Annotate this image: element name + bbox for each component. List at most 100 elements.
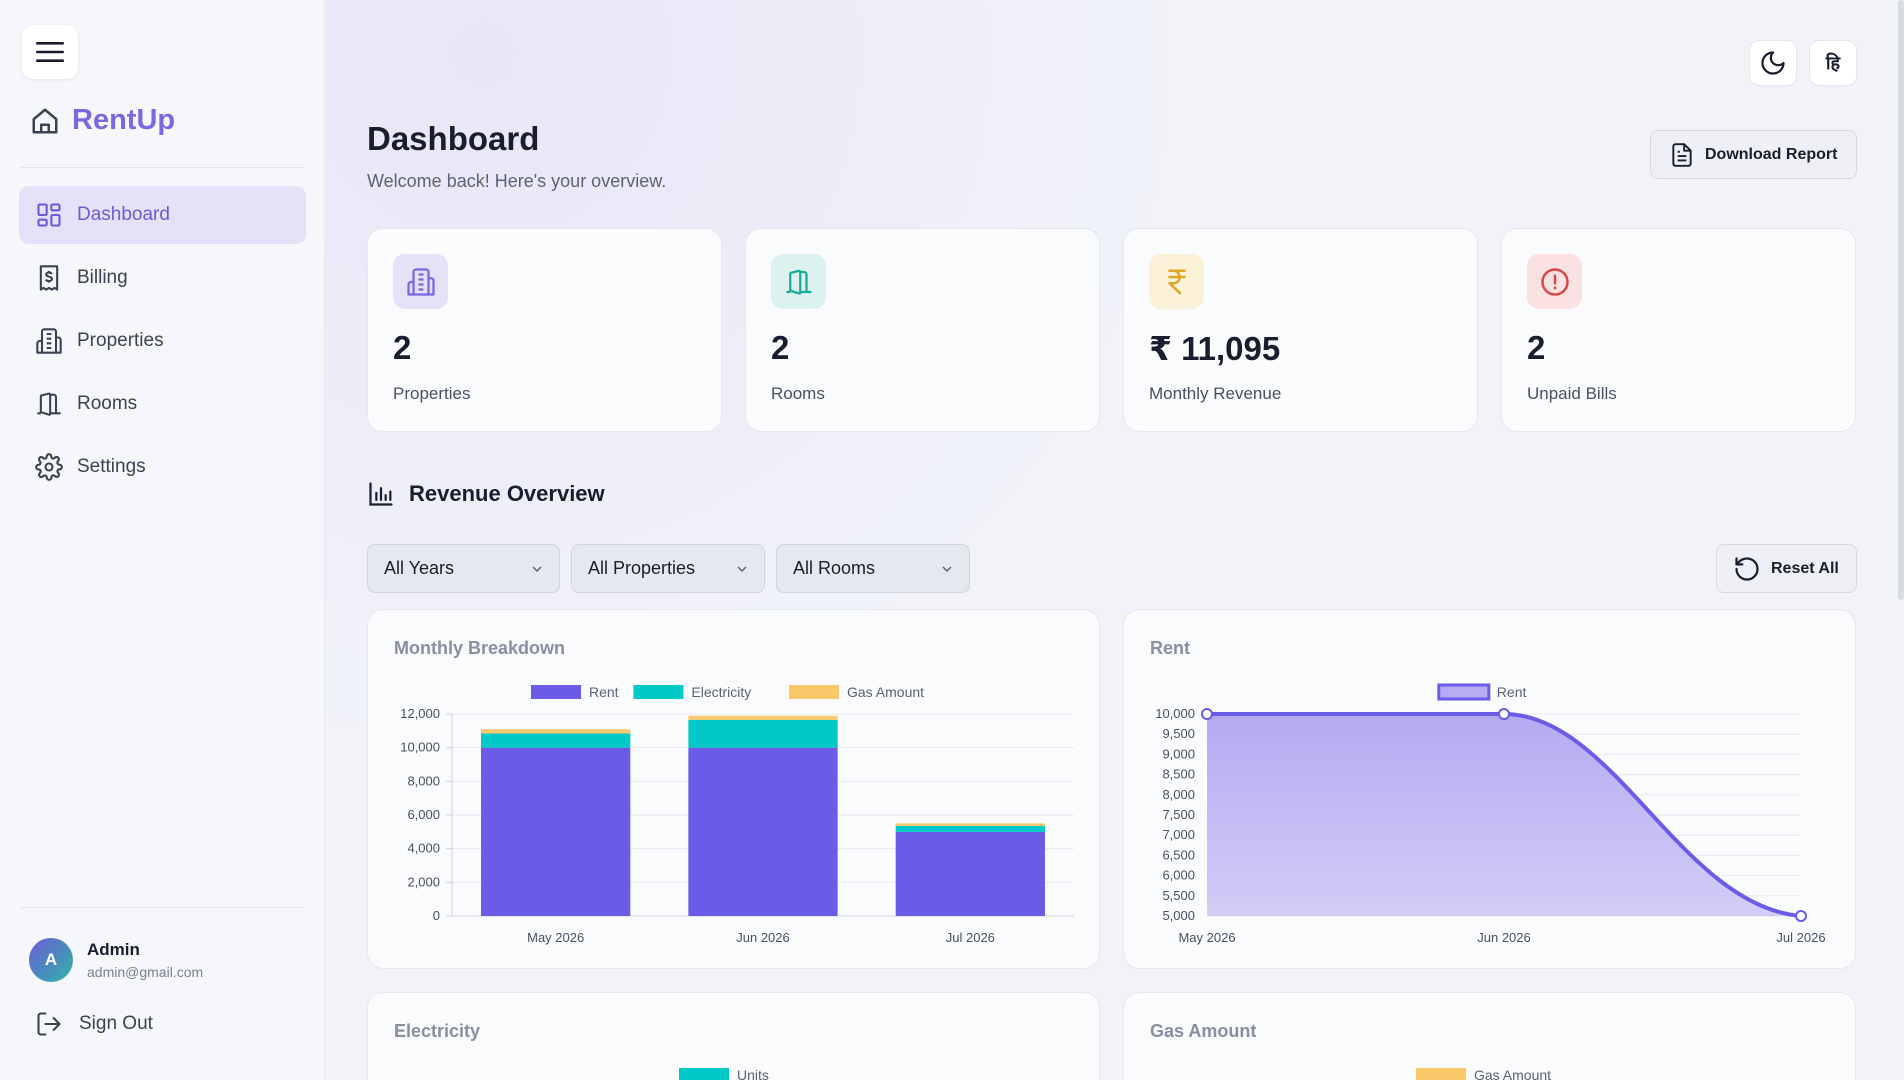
chevron-down-icon bbox=[942, 565, 952, 572]
chart-title: Rent bbox=[1150, 638, 1190, 658]
y-tick-label: 0 bbox=[433, 908, 440, 923]
stat-value: 2 bbox=[771, 329, 790, 366]
stat-label: Rooms bbox=[771, 384, 825, 403]
sidebar-item-label: Settings bbox=[77, 456, 146, 477]
sidebar-item-dashboard[interactable]: Dashboard bbox=[19, 186, 306, 244]
bar-rent bbox=[688, 747, 838, 916]
stat-card-unpaid: 2 Unpaid Bills bbox=[1501, 228, 1856, 432]
brand-name: RentUp bbox=[72, 104, 176, 136]
sidebar-item-label: Billing bbox=[77, 267, 128, 288]
sign-out-label: Sign Out bbox=[79, 1013, 153, 1034]
sidebar-item-properties[interactable]: Properties bbox=[19, 312, 306, 370]
rupee-icon bbox=[1167, 269, 1186, 294]
legend-swatch bbox=[1437, 683, 1491, 701]
legend-swatch bbox=[679, 1068, 729, 1080]
reset-all-button[interactable]: Reset All bbox=[1716, 544, 1857, 593]
sidebar-item-settings[interactable]: Settings bbox=[19, 438, 306, 496]
reset-icon bbox=[1735, 556, 1759, 581]
x-tick-label: May 2026 bbox=[527, 930, 584, 945]
bar-gas-amount bbox=[688, 715, 838, 720]
y-tick-label: 6,000 bbox=[1162, 868, 1195, 883]
rent-area bbox=[1207, 714, 1801, 916]
y-tick-label: 6,000 bbox=[407, 807, 440, 822]
language-label: हि bbox=[1825, 53, 1841, 73]
rent-point bbox=[1201, 708, 1213, 720]
y-tick-label: 6,500 bbox=[1162, 847, 1195, 862]
gas-chart-card: Gas Amount Gas Amount bbox=[1123, 992, 1856, 1080]
moon-icon bbox=[1761, 51, 1785, 75]
select-value: All Rooms bbox=[793, 558, 876, 578]
revenue-overview-title: Revenue Overview bbox=[367, 480, 605, 508]
stat-icon-bg bbox=[393, 254, 448, 309]
download-report-button[interactable]: Download Report bbox=[1650, 130, 1857, 179]
y-tick-label: 5,000 bbox=[1162, 908, 1195, 923]
language-toggle-button[interactable]: हि bbox=[1809, 40, 1857, 86]
sign-out-button[interactable]: Sign Out bbox=[35, 1010, 153, 1038]
section-title-label: Revenue Overview bbox=[409, 481, 605, 506]
file-text-icon bbox=[1672, 142, 1692, 167]
rent-point bbox=[1498, 708, 1510, 720]
legend-label: Units bbox=[737, 1067, 769, 1080]
stat-value: 2 bbox=[1527, 329, 1546, 366]
chart-title: Electricity bbox=[394, 1021, 481, 1041]
page-scrollbar[interactable] bbox=[1898, 0, 1904, 1080]
y-tick-label: 10,000 bbox=[400, 740, 440, 755]
legend-label: Gas Amount bbox=[847, 684, 924, 700]
gas-chart: Gas Amount bbox=[1416, 1067, 1551, 1080]
page-title: Dashboard bbox=[367, 120, 540, 157]
door-icon bbox=[786, 269, 811, 295]
bar-rent bbox=[481, 747, 631, 916]
sidebar-item-billing[interactable]: Billing bbox=[19, 249, 306, 307]
receipt-icon bbox=[39, 265, 59, 291]
stat-icon-bg bbox=[1149, 254, 1204, 309]
room-filter-select[interactable]: All Rooms bbox=[776, 544, 970, 593]
x-tick-label: Jul 2026 bbox=[946, 930, 995, 945]
y-tick-label: 4,000 bbox=[407, 841, 440, 856]
menu-toggle-button[interactable] bbox=[22, 25, 78, 79]
stat-card-revenue: ₹ 11,095 Monthly Revenue bbox=[1123, 228, 1478, 432]
legend-swatch bbox=[1416, 1068, 1466, 1080]
y-tick-label: 12,000 bbox=[400, 706, 440, 721]
stat-label: Properties bbox=[393, 384, 471, 403]
electricity-chart-card: Electricity Units bbox=[367, 992, 1100, 1080]
avatar: A bbox=[29, 938, 73, 982]
legend-swatch bbox=[789, 685, 839, 699]
y-tick-label: 8,000 bbox=[407, 773, 440, 788]
brand[interactable]: RentUp bbox=[30, 104, 175, 137]
y-tick-label: 7,000 bbox=[1162, 827, 1195, 842]
user-profile[interactable]: A Admin admin@gmail.com bbox=[29, 938, 203, 982]
gear-icon bbox=[35, 453, 63, 481]
stat-icon-bg bbox=[1527, 254, 1582, 309]
year-filter-select[interactable]: All Years bbox=[367, 544, 560, 593]
sidebar-item-rooms[interactable]: Rooms bbox=[19, 375, 306, 433]
x-tick-label: Jun 2026 bbox=[736, 930, 790, 945]
bar-electricity bbox=[688, 719, 838, 748]
y-tick-label: 8,500 bbox=[1162, 767, 1195, 782]
x-tick-label: Jun 2026 bbox=[1477, 930, 1531, 945]
property-filter-select[interactable]: All Properties bbox=[571, 544, 765, 593]
user-name: Admin bbox=[87, 940, 140, 959]
sidebar-item-label: Rooms bbox=[77, 393, 138, 414]
stat-label: Unpaid Bills bbox=[1527, 384, 1617, 403]
theme-toggle-button[interactable] bbox=[1749, 40, 1797, 86]
legend-label: Rent bbox=[1497, 684, 1527, 700]
y-tick-label: 5,500 bbox=[1162, 888, 1195, 903]
main-content: हि Dashboard Welcome back! Here's your o… bbox=[326, 0, 1904, 1080]
legend-swatch bbox=[633, 685, 684, 699]
door-icon bbox=[37, 392, 61, 416]
y-tick-label: 7,500 bbox=[1162, 807, 1195, 822]
bar-chart-icon bbox=[369, 482, 393, 506]
y-tick-label: 9,500 bbox=[1162, 726, 1195, 741]
chart-title: Monthly Breakdown bbox=[394, 638, 566, 658]
legend-label: Gas Amount bbox=[1474, 1067, 1551, 1080]
x-tick-label: Jul 2026 bbox=[1776, 930, 1825, 945]
sidebar-divider bbox=[20, 167, 305, 168]
select-value: All Properties bbox=[588, 558, 696, 578]
scrollbar-thumb[interactable] bbox=[1898, 0, 1904, 600]
y-tick-label: 2,000 bbox=[407, 874, 440, 889]
bar-rent bbox=[895, 831, 1045, 916]
monthly-breakdown-chart: 0 2,000 4,000 6,000 8,000 10,000 12,000 May 202… bbox=[400, 684, 1074, 945]
bar-gas-amount bbox=[895, 823, 1045, 826]
page-subtitle: Welcome back! Here's your overview. bbox=[367, 171, 667, 191]
legend-swatch bbox=[531, 685, 581, 699]
